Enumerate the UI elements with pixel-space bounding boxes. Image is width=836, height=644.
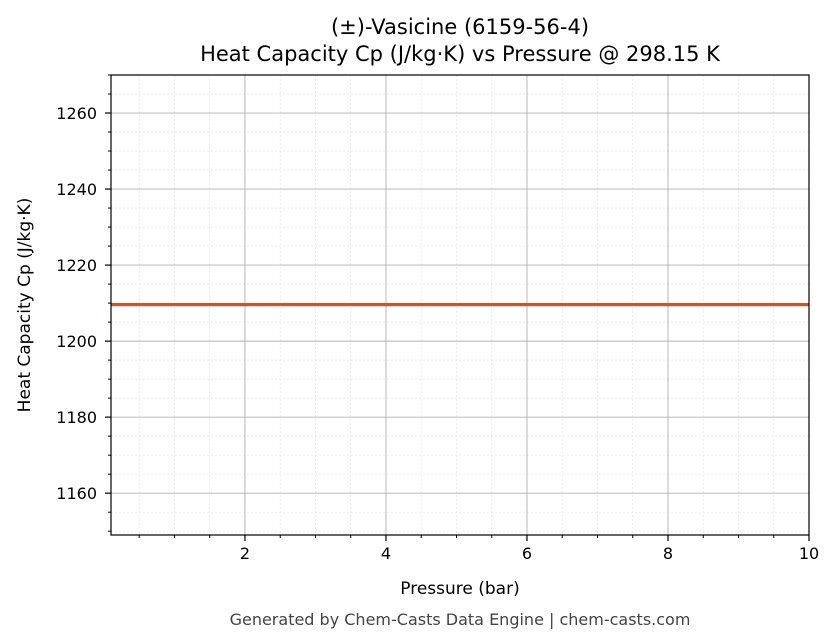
x-tick-label: 8 [663, 544, 673, 563]
y-tick-label: 1240 [56, 180, 97, 199]
x-axis-ticks: 2 4 6 8 10 [138, 535, 819, 563]
y-axis-ticks: 1160 1180 1200 1220 1240 1260 [56, 74, 111, 532]
x-tick-label: 6 [522, 544, 532, 563]
x-tick-label: 4 [381, 544, 391, 563]
y-tick-label: 1220 [56, 256, 97, 275]
y-tick-label: 1160 [56, 484, 97, 503]
x-axis-label: Pressure (bar) [400, 579, 519, 599]
y-axis-label: Heat Capacity Cp (J/kg·K) [15, 198, 35, 413]
chart-title-line2: Heat Capacity Cp (J/kg·K) vs Pressure @ … [200, 42, 721, 66]
plot-frame [110, 74, 810, 536]
x-tick-label: 2 [240, 544, 250, 563]
y-tick-label: 1180 [56, 408, 97, 427]
y-tick-label: 1260 [56, 104, 97, 123]
chart-title-line1: (±)-Vasicine (6159-56-4) [331, 15, 589, 39]
y-tick-label: 1200 [56, 332, 97, 351]
x-tick-label: 10 [799, 544, 819, 563]
footer-credit: Generated by Chem-Casts Data Engine | ch… [230, 610, 691, 629]
